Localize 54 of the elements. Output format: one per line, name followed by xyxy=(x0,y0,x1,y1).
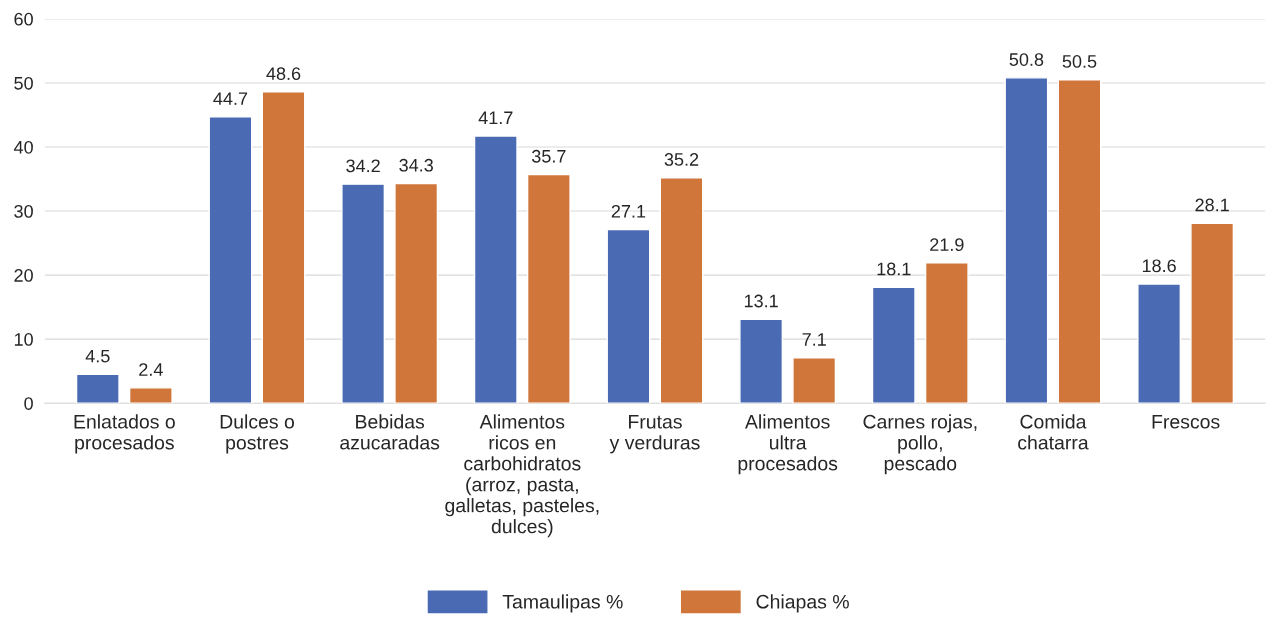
x-tick-label: Frutas y verduras xyxy=(609,415,700,454)
y-tick-label: 20 xyxy=(14,269,33,282)
bar xyxy=(75,373,120,404)
x-tick-label: Enlatados o procesados xyxy=(74,414,175,454)
data-label: 35.2 xyxy=(664,153,699,166)
y-tick-label: 50 xyxy=(14,76,33,90)
x-tick-label: Alimentos ultra procesados xyxy=(738,414,838,475)
y-tick-label: 30 xyxy=(14,204,33,218)
y-tick-label: 10 xyxy=(14,333,33,346)
x-tick-label: Comida chatarra xyxy=(1018,414,1089,450)
bar xyxy=(394,182,439,404)
bar xyxy=(1137,283,1182,404)
legend-label: Chiapas % xyxy=(756,594,849,613)
y-tick-label: 0 xyxy=(24,397,33,410)
bar xyxy=(341,183,386,404)
data-label: 27.1 xyxy=(611,204,646,218)
bar xyxy=(473,135,518,404)
data-label: 34.3 xyxy=(399,158,433,172)
data-label: 13.1 xyxy=(744,294,778,308)
data-label: 2.4 xyxy=(139,363,163,376)
bar xyxy=(871,286,916,404)
data-label: 4.5 xyxy=(85,349,110,363)
bar xyxy=(924,262,969,404)
bar xyxy=(261,91,306,404)
data-label: 28.1 xyxy=(1195,198,1229,212)
bar xyxy=(739,318,784,404)
y-tick-label: 40 xyxy=(13,140,33,154)
bar xyxy=(1004,77,1049,404)
bar xyxy=(1057,79,1102,404)
data-label: 48.6 xyxy=(266,67,301,81)
data-label: 35.7 xyxy=(531,149,566,163)
data-label: 34.2 xyxy=(346,159,380,173)
bar xyxy=(659,177,704,404)
data-label: 7.1 xyxy=(802,333,826,346)
x-tick-label: Alimentos ricos en carbohidratos (arroz, pasta, galletas, pasteles, dulces) xyxy=(445,414,599,538)
bar xyxy=(526,173,571,404)
bar xyxy=(128,387,173,404)
legend-label: Tamaulipas % xyxy=(502,594,623,613)
x-tick-label: Carnes rojas, pollo, pescado xyxy=(863,414,977,475)
data-label: 21.9 xyxy=(930,238,964,252)
data-label: 50.8 xyxy=(1009,53,1044,66)
bar xyxy=(1190,222,1235,404)
data-label: 18.1 xyxy=(877,262,911,276)
data-label: 50.5 xyxy=(1062,55,1097,68)
data-label: 18.6 xyxy=(1142,259,1176,273)
bar xyxy=(606,228,651,404)
x-tick-label: Bebidas azucaradas xyxy=(340,414,440,450)
x-tick-label: Dulces o postres xyxy=(220,414,294,454)
bar xyxy=(208,116,253,404)
y-tick-label: 60 xyxy=(14,12,33,26)
bar xyxy=(792,357,837,404)
x-tick-label: Frescos xyxy=(1152,415,1220,429)
data-label: 44.7 xyxy=(213,92,248,105)
data-label: 41.7 xyxy=(478,111,513,125)
